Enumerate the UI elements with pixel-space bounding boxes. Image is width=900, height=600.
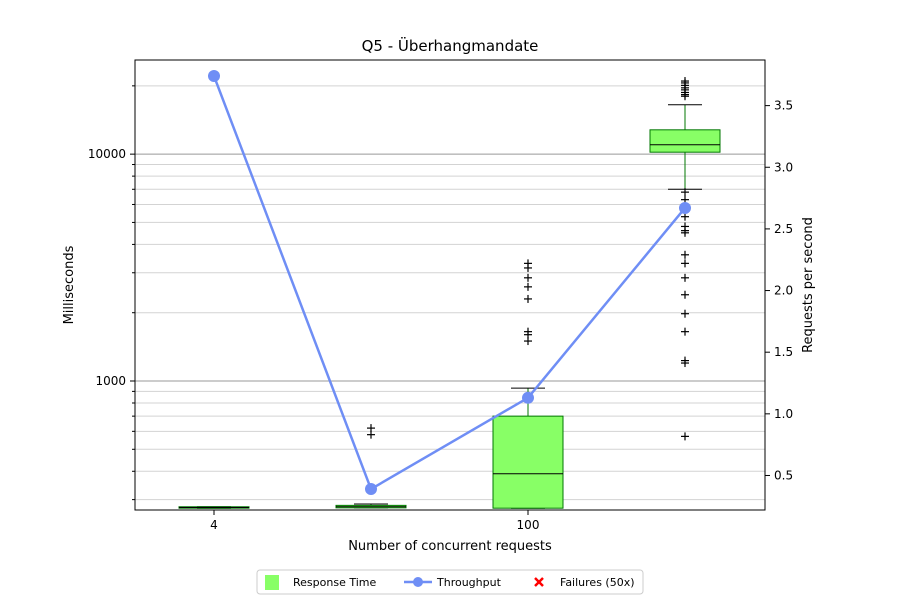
outlier-marker: [681, 222, 689, 231]
y-axis-left-label: Milliseconds: [62, 245, 77, 324]
throughput-point: [522, 391, 534, 404]
x-axis-label: Number of concurrent requests: [348, 539, 552, 554]
outlier-marker: [681, 356, 689, 365]
y-left-tick-label: 1000: [95, 374, 126, 388]
outlier-marker: [681, 188, 689, 197]
outlier-marker: [681, 77, 689, 86]
throughput-series: [208, 70, 691, 496]
outlier-marker: [524, 282, 532, 291]
y-right-tick-label: 0.5: [774, 468, 793, 482]
y-right-tick-label: 1.5: [774, 345, 793, 359]
y-right-tick-label: 2.5: [774, 222, 793, 236]
chart-title: Q5 - Überhangmandate: [362, 36, 539, 55]
throughput-point: [365, 483, 377, 496]
y-right-tick-label: 3.0: [774, 160, 793, 174]
box-2: [492, 259, 564, 509]
outlier-marker: [524, 294, 532, 303]
box-plots: [178, 77, 721, 509]
plot-frame: [134, 59, 766, 511]
outlier-marker: [681, 273, 689, 282]
grid-lines: [135, 85, 765, 501]
outlier-marker: [524, 327, 532, 336]
axis-ticks: 1000 10000 0.5 1.0 1.5 2.0 2.5 3.0 3.5 4 100: [88, 85, 793, 532]
legend-response-time-swatch: [265, 575, 279, 590]
legend-throughput-marker: [413, 577, 423, 587]
legend-failures-label: Failures (50x): [560, 576, 635, 589]
box-iqr: [492, 415, 564, 509]
y-right-tick-label: 3.5: [774, 99, 793, 113]
outlier-marker: [681, 309, 689, 318]
outlier-marker: [367, 424, 375, 433]
legend-failures-marker: [534, 577, 544, 587]
legend-throughput-label: Throughput: [436, 576, 502, 589]
legend-frame: [256, 569, 644, 595]
y-right-tick-label: 2.0: [774, 284, 793, 298]
outlier-marker: [681, 290, 689, 299]
throughput-point: [208, 70, 220, 83]
outlier-marker: [681, 259, 689, 268]
legend-response-time-label: Response Time: [293, 576, 376, 589]
box-0: [178, 506, 250, 509]
outlier-marker: [681, 327, 689, 336]
y-left-tick-label: 10000: [88, 147, 126, 161]
throughput-point: [679, 201, 691, 214]
outlier-marker: [681, 250, 689, 259]
y-axis-right-label: Requests per second: [801, 217, 816, 353]
box-1: [335, 424, 407, 509]
outlier-marker: [524, 273, 532, 282]
outlier-marker: [681, 432, 689, 441]
box-iqr: [649, 129, 721, 153]
x-tick-label: 4: [210, 518, 218, 532]
throughput-line: [212, 75, 686, 491]
x-tick-label: 100: [517, 518, 540, 532]
y-right-tick-label: 1.0: [774, 407, 793, 421]
outlier-marker: [524, 259, 532, 268]
legend: Response Time Throughput Failures (50x): [256, 569, 644, 595]
outlier-marker: [681, 212, 689, 221]
box-3: [649, 77, 721, 441]
